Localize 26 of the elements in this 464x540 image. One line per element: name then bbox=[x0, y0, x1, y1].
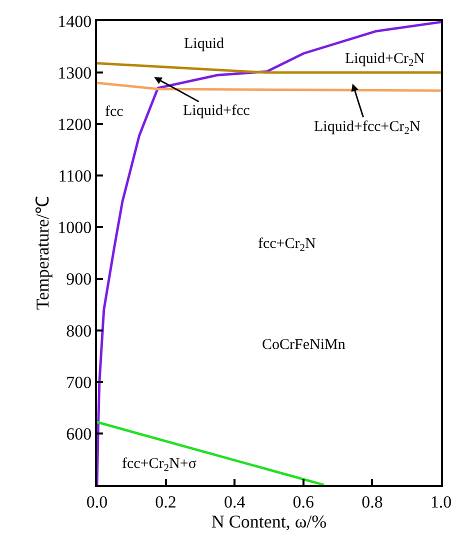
y-tick-label: 1200 bbox=[58, 115, 92, 134]
x-tick-label: 0.8 bbox=[362, 492, 383, 512]
x-tick-label: 0.2 bbox=[155, 492, 176, 512]
y-tick-label: 1300 bbox=[58, 64, 92, 83]
x-tick-label: 0.4 bbox=[224, 492, 246, 512]
annotation: Liquid bbox=[184, 36, 224, 52]
annotation: fcc+Cr$_{2}$N+σ bbox=[122, 456, 196, 474]
x-tick-label: 0.6 bbox=[292, 492, 314, 512]
annotation: Liquid+fcc+Cr$_{2}$N bbox=[314, 119, 420, 138]
y-tick-label: 1100 bbox=[58, 166, 92, 186]
y-tick-label: 700 bbox=[66, 372, 92, 392]
y-axis-title: Temperature/℃ bbox=[32, 196, 52, 310]
annotation: Liquid+fcc bbox=[183, 103, 250, 119]
y-tick-label: 900 bbox=[66, 270, 92, 289]
annotation: Liquid+Cr$_{2}$N bbox=[345, 51, 425, 70]
annotation: CoCrFeNiMn bbox=[262, 337, 346, 353]
annotation: fcc+Cr$_{2}$N bbox=[258, 236, 316, 254]
y-tick-label: 1400 bbox=[58, 12, 92, 31]
line-series bbox=[97, 21, 441, 485]
y-tick-label: 1000 bbox=[58, 218, 92, 238]
x-tick-label: 0.0 bbox=[86, 492, 108, 512]
y-tick-label: 800 bbox=[66, 321, 92, 340]
annotation: fcc bbox=[105, 104, 124, 120]
x-axis-title: N Content, ω/% bbox=[211, 511, 327, 532]
y-tick-label: 600 bbox=[66, 424, 92, 444]
x-tick-label: 1.0 bbox=[430, 492, 452, 512]
